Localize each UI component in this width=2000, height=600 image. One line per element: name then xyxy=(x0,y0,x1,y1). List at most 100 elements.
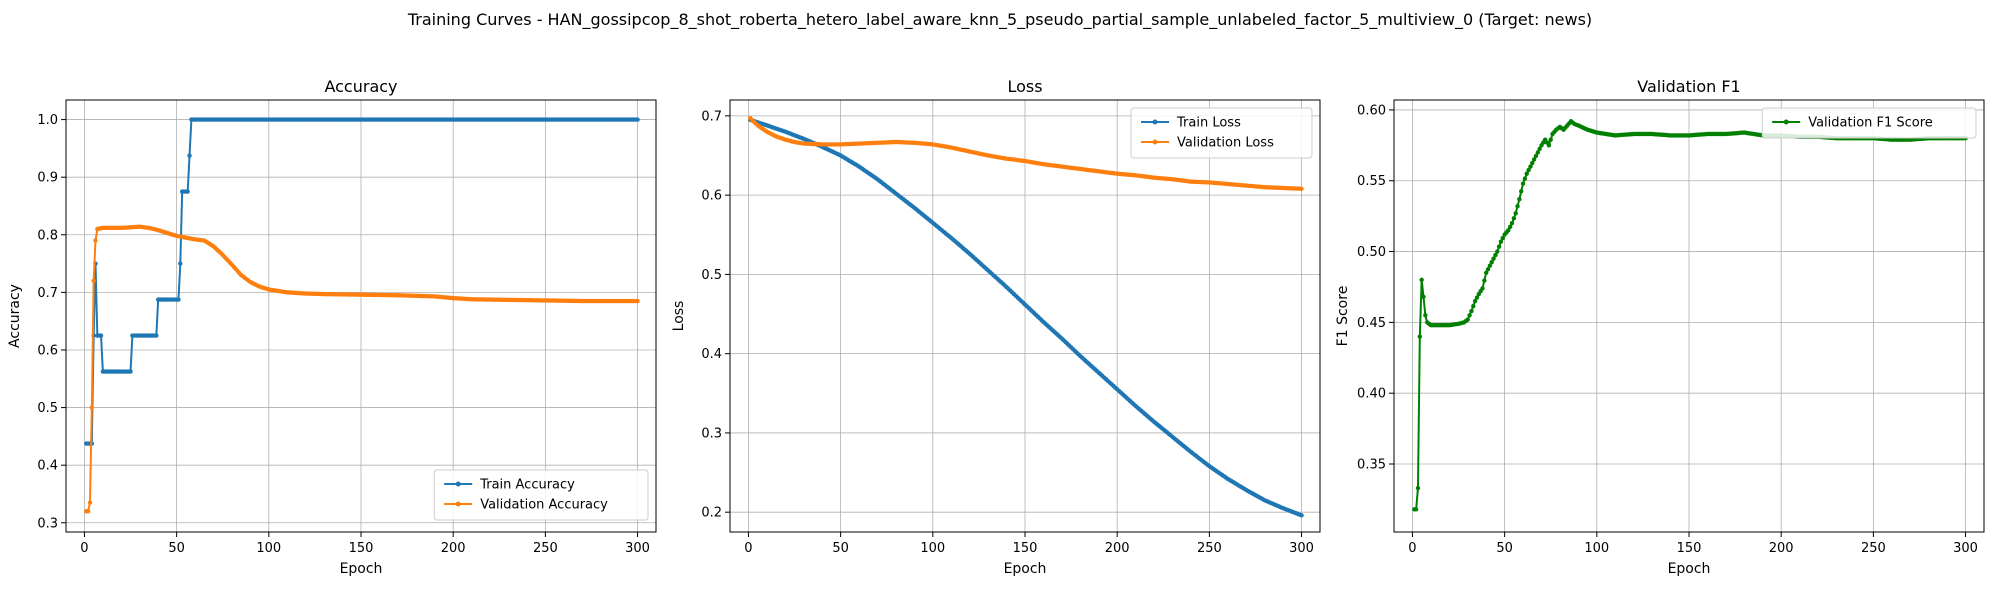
loss-series-1-marker xyxy=(1299,186,1304,191)
f1-series-0-marker xyxy=(1526,167,1531,173)
accuracy-legend: Train Accuracy Validation Accuracy xyxy=(433,469,649,521)
accuracy-ytick-label: 0.6 xyxy=(37,343,58,358)
accuracy-xtick-label: 0 xyxy=(80,541,88,556)
f1-series-0-marker xyxy=(1474,295,1480,300)
f1-series-0-marker xyxy=(1513,211,1518,216)
f1-title: Validation F1 xyxy=(1637,77,1740,96)
loss-xtick-label: 150 xyxy=(1013,541,1038,556)
f1-legend-marker xyxy=(1783,119,1789,125)
accuracy-series-1-marker xyxy=(87,500,93,505)
f1-series-0-marker xyxy=(1535,150,1541,155)
accuracy-ytick-label: 0.5 xyxy=(37,401,58,416)
f1-series-0-marker xyxy=(1415,485,1421,491)
f1-series-0-marker xyxy=(1472,298,1478,304)
f1-series-0-marker xyxy=(1489,259,1494,265)
f1-series-0-marker xyxy=(1546,143,1552,148)
accuracy-ytick-label: 0.7 xyxy=(37,286,58,301)
f1-ytick-label: 0.45 xyxy=(1357,316,1386,331)
accuracy-legend-box xyxy=(433,469,649,521)
loss-ytick-label: 0.2 xyxy=(701,506,722,521)
f1-series-0-marker xyxy=(1519,189,1524,194)
loss-legend-marker xyxy=(1152,139,1158,145)
f1-series-0-marker xyxy=(1482,278,1487,283)
f1-series-0-line xyxy=(1414,119,1966,511)
f1-series-0-marker xyxy=(1531,157,1537,162)
f1-series-0-marker xyxy=(1522,176,1528,181)
f1-ylabel: F1 Score xyxy=(1335,286,1351,347)
accuracy-ytick-label: 1.0 xyxy=(37,113,58,128)
loss-series-0-line xyxy=(749,118,1302,517)
accuracy-legend-label: Validation Accuracy xyxy=(480,498,608,513)
f1-series-0-marker xyxy=(1417,334,1423,339)
f1-ytick-label: 0.35 xyxy=(1357,458,1386,473)
f1-xtick-label: 100 xyxy=(1584,541,1609,556)
accuracy-xtick-label: 200 xyxy=(441,541,466,556)
f1-series-0-marker xyxy=(1421,294,1426,300)
f1-series-0-marker xyxy=(1537,146,1542,152)
f1-xtick-label: 300 xyxy=(1953,541,1978,556)
loss-xtick-label: 200 xyxy=(1105,541,1130,556)
f1-xtick-label: 250 xyxy=(1861,541,1886,556)
loss-xlabel: Epoch xyxy=(1004,561,1047,577)
accuracy-series-1-marker xyxy=(91,278,96,284)
f1-series-0-marker xyxy=(1419,277,1424,283)
f1-series-0-marker xyxy=(1528,164,1533,169)
f1-series-0-marker xyxy=(1507,224,1513,229)
f1-xtick-label: 0 xyxy=(1408,541,1416,556)
f1-panel: 0 50 100 150 200 250 300 0.35 0.40 0.45 0.50 0.55 0.… xyxy=(1335,77,1985,577)
accuracy-title: Accuracy xyxy=(324,77,397,96)
loss-legend-box xyxy=(1130,107,1313,159)
accuracy-series-1-marker xyxy=(85,509,91,514)
f1-series-0-marker xyxy=(1498,239,1504,244)
f1-series-0-marker xyxy=(1423,313,1428,318)
f1-series-0-marker xyxy=(1509,221,1515,226)
f1-ytick-label: 0.55 xyxy=(1357,174,1386,189)
accuracy-legend-marker xyxy=(455,501,461,507)
accuracy-legend-marker xyxy=(455,481,461,487)
f1-xlabel: Epoch xyxy=(1668,561,1711,577)
f1-series-0-marker xyxy=(1496,244,1502,249)
accuracy-xtick-label: 300 xyxy=(625,541,650,556)
accuracy-ylabel: Accuracy xyxy=(7,284,23,348)
loss-legend-label: Train Loss xyxy=(1176,116,1241,131)
f1-series-0-marker xyxy=(1500,235,1505,241)
f1-series-0-marker xyxy=(1491,256,1496,261)
loss-xtick-label: 250 xyxy=(1197,541,1222,556)
f1-series-0-marker xyxy=(1487,263,1493,268)
accuracy-series-1-marker xyxy=(93,238,98,243)
accuracy-series-1-line xyxy=(86,225,638,513)
loss-xtick-label: 300 xyxy=(1289,541,1314,556)
f1-series-0-marker xyxy=(1493,252,1498,258)
accuracy-legend-label: Train Accuracy xyxy=(479,478,575,493)
loss-plot-area xyxy=(748,116,1304,518)
f1-legend-label: Validation F1 Score xyxy=(1808,116,1933,131)
accuracy-series-0-marker xyxy=(178,261,183,266)
f1-xtick-label: 50 xyxy=(1496,541,1513,556)
f1-series-0-marker xyxy=(1524,171,1529,176)
f1-plot-area xyxy=(1412,119,1968,512)
f1-ytick-label: 0.50 xyxy=(1357,245,1386,260)
accuracy-series-0-marker xyxy=(176,297,181,302)
accuracy-series-0-marker xyxy=(128,369,133,374)
loss-panel: 0 50 100 150 200 250 300 0.2 0.3 0.4 0.5 0.6 0.7 Loss… xyxy=(671,77,1321,577)
f1-series-0-marker xyxy=(1471,303,1476,309)
accuracy-series-0-marker xyxy=(187,153,192,158)
f1-series-0-marker xyxy=(1548,137,1553,142)
f1-xtick-label: 150 xyxy=(1677,541,1702,556)
loss-series-0-marker xyxy=(1299,513,1304,518)
figure-suptitle: Training Curves - HAN_gossipcop_8_shot_r… xyxy=(407,10,1592,30)
f1-series-0-marker xyxy=(1515,204,1520,209)
loss-xtick-label: 0 xyxy=(744,541,752,556)
loss-xtick-label: 50 xyxy=(832,541,849,556)
f1-ytick-label: 0.40 xyxy=(1357,387,1386,402)
accuracy-xlabel: Epoch xyxy=(340,561,383,577)
f1-series-0-marker xyxy=(1480,286,1485,291)
loss-legend: Train Loss Validation Loss xyxy=(1130,107,1313,159)
loss-ytick-label: 0.3 xyxy=(701,426,722,441)
f1-series-0-marker xyxy=(1467,313,1472,318)
accuracy-xtick-label: 50 xyxy=(168,541,185,556)
f1-series-0-marker xyxy=(1413,507,1419,512)
accuracy-series-0-marker xyxy=(185,189,190,194)
f1-series-0-marker xyxy=(1530,160,1535,166)
